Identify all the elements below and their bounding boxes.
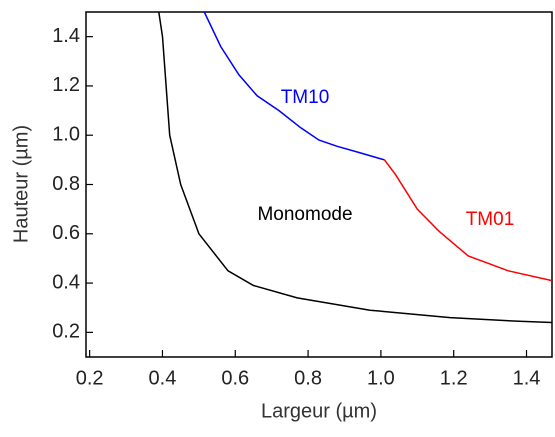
curve bbox=[203, 12, 385, 161]
x-tick-label: 0.2 bbox=[76, 367, 104, 389]
y-tick-label: 1.2 bbox=[52, 74, 80, 96]
x-tick-label: 0.4 bbox=[149, 367, 177, 389]
curve bbox=[383, 159, 552, 282]
y-tick-label: 0.4 bbox=[52, 271, 80, 293]
y-tick-label: 1.4 bbox=[52, 25, 80, 47]
x-tick-label: 1.0 bbox=[367, 367, 395, 389]
x-tick-label: 1.2 bbox=[440, 367, 468, 389]
x-axis-label: Largeur (µm) bbox=[261, 400, 377, 422]
annotation: Monomode bbox=[257, 204, 352, 225]
curve bbox=[158, 12, 552, 324]
y-tick-label: 0.2 bbox=[52, 321, 80, 343]
y-tick-label: 0.6 bbox=[52, 222, 80, 244]
annotation: TM10 bbox=[281, 87, 330, 108]
x-tick-label: 1.4 bbox=[513, 367, 541, 389]
plot-frame bbox=[85, 11, 553, 358]
x-tick-label: 0.8 bbox=[294, 367, 322, 389]
y-tick-label: 0.8 bbox=[52, 173, 80, 195]
y-tick-label: 1.0 bbox=[52, 123, 80, 145]
annotation: TM01 bbox=[466, 209, 515, 230]
x-tick-label: 0.6 bbox=[221, 367, 249, 389]
y-axis-label: Hauteur (µm) bbox=[10, 125, 32, 243]
